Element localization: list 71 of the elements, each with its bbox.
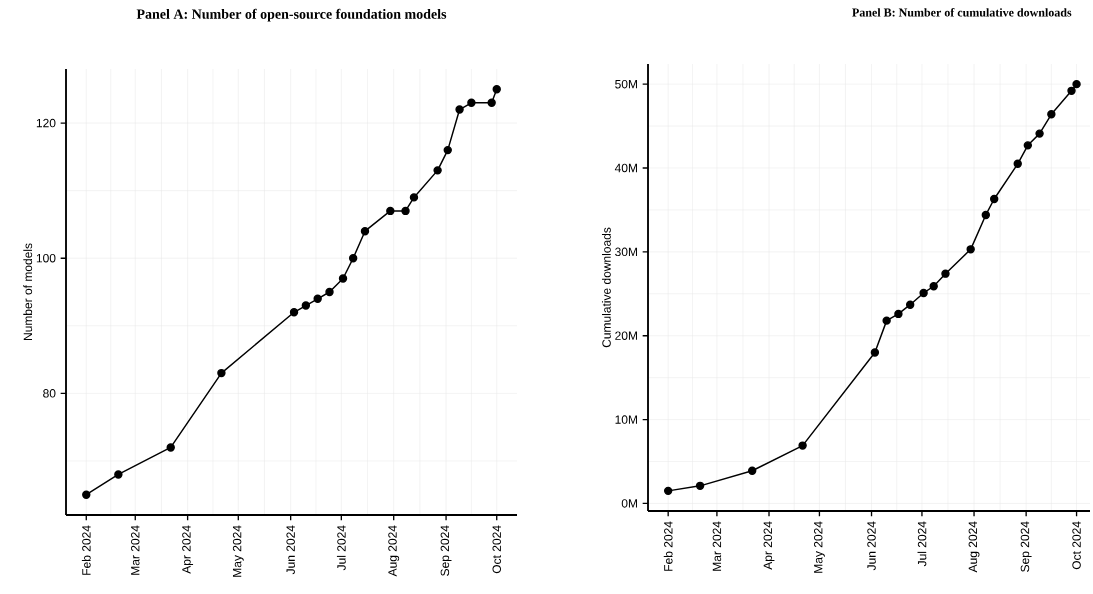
point [289, 308, 299, 317]
y-tick-label: 30M [615, 247, 637, 257]
point [663, 486, 673, 496]
point [217, 368, 226, 378]
point [1047, 110, 1056, 119]
point [966, 245, 975, 254]
x-tick-label: Aug 2024 [968, 521, 980, 573]
point [981, 210, 991, 220]
point [1023, 141, 1033, 150]
x-tick-label: Jun 2024 [286, 525, 295, 575]
point [166, 443, 175, 452]
point [409, 193, 419, 202]
point [1013, 159, 1022, 169]
x-tick-label: Feb 2024 [81, 525, 91, 575]
point [360, 226, 370, 236]
y-tick-label: 10M [615, 415, 637, 424]
point [443, 145, 452, 155]
point [114, 470, 123, 479]
point [433, 166, 442, 175]
y-tick-label: 50M [615, 79, 637, 89]
point [455, 105, 464, 114]
point [467, 98, 476, 108]
point [919, 288, 928, 298]
y-tick-label: 100 [36, 253, 56, 263]
x-tick-label: Mar 2024 [712, 521, 722, 571]
point [1072, 79, 1081, 89]
point [894, 309, 903, 319]
point [401, 206, 410, 216]
point [487, 98, 496, 108]
point [338, 274, 348, 283]
point [798, 441, 807, 450]
point [1035, 129, 1044, 138]
x-tick-label: Oct 2024 [1072, 521, 1081, 570]
point [82, 490, 91, 499]
point [492, 85, 501, 94]
point [301, 301, 311, 310]
y-tick-label: 0M [621, 499, 637, 508]
x-tick-label: Feb 2024 [663, 521, 673, 571]
x-tick-label: Apr 2024 [763, 521, 775, 570]
point [695, 481, 705, 491]
point [905, 300, 915, 309]
chart-title: Panel B: Number of cumulative downloads [852, 8, 1072, 17]
x-tick-label: Jul 2024 [336, 525, 346, 571]
x-tick-label: May 2024 [232, 525, 244, 577]
y-tick-label: 40M [614, 163, 637, 173]
x-tick-label: May 2024 [813, 521, 825, 573]
y-tick-label: 20M [615, 331, 637, 340]
x-tick-label: Jul 2024 [917, 521, 927, 567]
y-tick-label: 80 [43, 389, 56, 398]
y-axis-title: Cumulative downloads [601, 227, 611, 348]
x-tick-label: Sep 2024 [440, 525, 452, 576]
x-tick-label: Aug 2024 [388, 525, 400, 577]
x-tick-label: Mar 2024 [131, 525, 140, 575]
y-tick-label: 120 [36, 118, 56, 128]
x-tick-label: Apr 2024 [182, 525, 194, 574]
point [941, 269, 950, 278]
x-tick-label: Sep 2024 [1020, 521, 1032, 572]
point [870, 348, 880, 357]
x-tick-label: Oct 2024 [492, 525, 501, 574]
chart-title: Panel A: Number of open-source foundation models [136, 8, 447, 22]
point [929, 282, 938, 291]
point [882, 316, 891, 325]
point [386, 206, 395, 216]
y-axis-title: Number of models [23, 243, 33, 341]
point [313, 294, 322, 303]
point [325, 287, 334, 297]
point [348, 254, 358, 263]
point [748, 466, 757, 475]
x-tick-label: Jun 2024 [867, 521, 876, 571]
point [1067, 86, 1076, 96]
point [990, 194, 999, 204]
